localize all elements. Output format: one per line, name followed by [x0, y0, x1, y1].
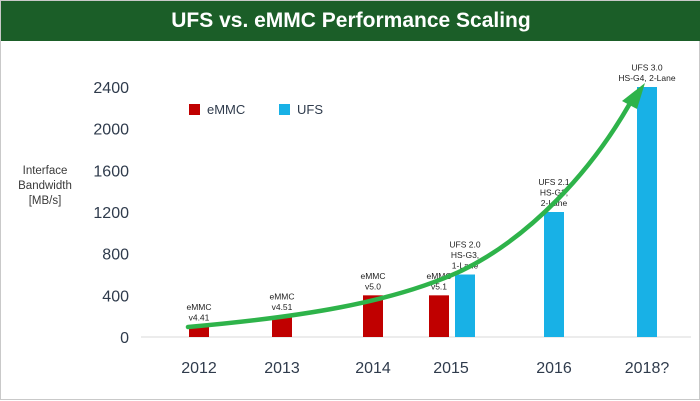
- trend-arrow-line: [185, 102, 632, 330]
- x-tick-label: 2012: [181, 360, 217, 377]
- y-tick-label: 1200: [93, 205, 129, 222]
- emmc-bar: [363, 295, 383, 337]
- y-tick-label: 1600: [93, 163, 129, 180]
- bar-annotation: eMMC: [269, 292, 294, 302]
- ufs-bar: [544, 212, 564, 337]
- emmc-bar: [189, 326, 209, 337]
- bar-annotation: eMMC: [186, 302, 211, 312]
- bar-annotation: HS-G4, 2-Lane: [618, 73, 675, 83]
- x-tick-label: 2015: [433, 360, 469, 377]
- y-tick-label: 2400: [93, 80, 129, 97]
- legend-label-emmc: eMMC: [207, 102, 245, 117]
- bar-annotation: HS-G3,: [540, 188, 568, 198]
- emmc-bar: [272, 316, 292, 337]
- bar-annotation: HS-G3,: [451, 250, 479, 260]
- y-axis-label-line: Interface: [22, 165, 68, 177]
- title-bar: UFS vs. eMMC Performance Scaling: [1, 1, 700, 41]
- y-tick-label: 0: [120, 330, 129, 347]
- bar-annotation: v4.41: [189, 313, 210, 323]
- bar-annotation: 1-Lane: [452, 261, 479, 271]
- ufs-bar: [637, 87, 657, 337]
- emmc-bar: [429, 295, 449, 337]
- bar-annotation: UFS 2.1: [538, 177, 569, 187]
- bar-annotation: v4.51: [272, 302, 293, 312]
- y-tick-label: 400: [102, 288, 129, 305]
- bar-annotation: v5.1: [431, 281, 447, 291]
- y-axis-label-line: Bandwidth: [18, 180, 72, 192]
- y-tick-label: 2000: [93, 122, 129, 139]
- x-tick-label: 2018?: [625, 360, 670, 377]
- x-tick-label: 2013: [264, 360, 300, 377]
- bar-annotation: UFS 2.0: [449, 240, 480, 250]
- legend-swatch-emmc: [189, 104, 200, 115]
- x-tick-label: 2016: [536, 360, 572, 377]
- legend-swatch-ufs: [279, 104, 290, 115]
- bar-annotation: eMMC: [426, 271, 451, 281]
- chart-title: UFS vs. eMMC Performance Scaling: [171, 9, 531, 32]
- trend-arrow-head: [622, 83, 645, 109]
- bar-annotation: eMMC: [360, 271, 385, 281]
- bar-annotation: v5.0: [365, 281, 381, 291]
- y-tick-label: 800: [102, 247, 129, 264]
- ufs-bar: [455, 274, 475, 337]
- legend-label-ufs: UFS: [297, 102, 323, 117]
- bar-annotation: UFS 3.0: [631, 63, 662, 73]
- y-axis-label: Interface Bandwidth [MB/s]: [5, 164, 85, 209]
- x-tick-label: 2014: [355, 360, 391, 377]
- y-axis-label-line: [MB/s]: [28, 195, 62, 207]
